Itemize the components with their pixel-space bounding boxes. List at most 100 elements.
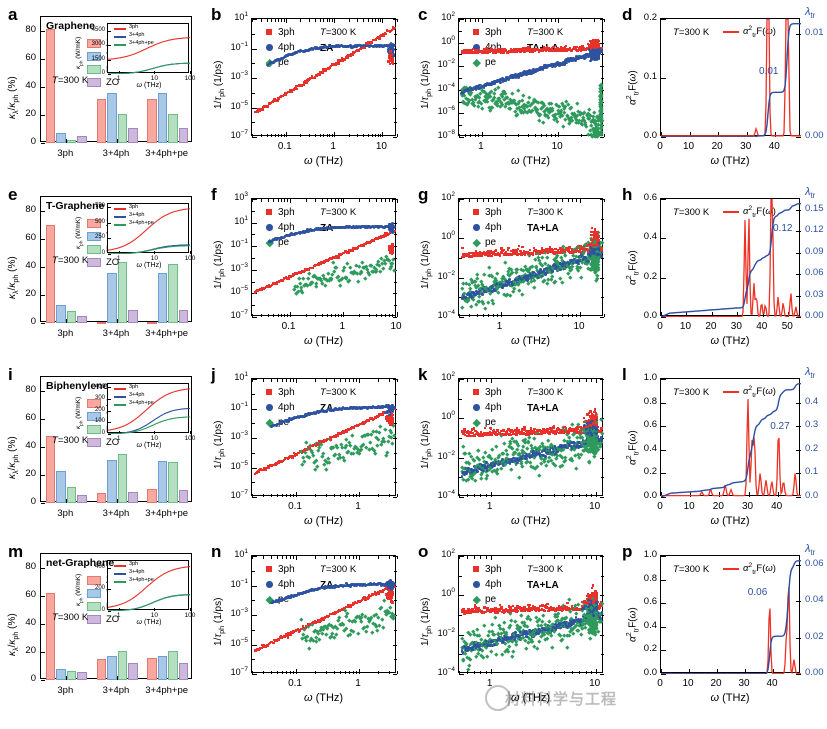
- tick: [306, 314, 307, 317]
- tick: [572, 379, 573, 382]
- a2f-y2tick: 0.00: [805, 310, 824, 321]
- data-point: [596, 243, 599, 247]
- bar-TA-3+4ph+pe: [157, 92, 168, 143]
- bar-LA-3+4ph: [117, 262, 127, 323]
- tick: [378, 134, 379, 137]
- tick: [335, 314, 336, 317]
- tick: [41, 391, 45, 392]
- tick: [300, 19, 301, 22]
- scatter-ytick: 10−5: [230, 99, 248, 111]
- tick: [572, 494, 573, 497]
- data-point: [377, 430, 382, 434]
- data-point: [393, 26, 396, 30]
- bar-ZA-3+4ph+pe: [147, 321, 157, 324]
- bar-ZO-3ph: [77, 136, 87, 143]
- tick: [41, 87, 45, 88]
- tick: [459, 42, 462, 44]
- tick: [459, 137, 462, 138]
- tick: [459, 218, 462, 220]
- tick: [252, 258, 255, 259]
- data-point: [383, 261, 388, 266]
- scatter-ylabel-c: 1/τph (1/ps): [420, 60, 433, 109]
- tick: [535, 19, 536, 22]
- data-point: [390, 441, 395, 446]
- data-point: [311, 47, 315, 51]
- tick: [329, 134, 330, 137]
- data-point: [334, 265, 339, 269]
- inset-legend-swatch-3+4ph+pe: [114, 224, 126, 226]
- tick: [556, 199, 557, 202]
- data-point: [338, 282, 343, 287]
- bar-TA-3+4ph: [107, 92, 117, 143]
- tick: [252, 452, 255, 454]
- a2f-xtick: 40: [756, 321, 768, 332]
- tick: [252, 423, 255, 425]
- tick: [281, 199, 282, 202]
- tick: [267, 134, 268, 137]
- tick: [263, 494, 264, 497]
- tick: [340, 379, 341, 382]
- data-point: [509, 467, 514, 471]
- tick: [541, 19, 542, 22]
- tick: [380, 134, 381, 137]
- bar-ZO-3+4ph+pe: [178, 127, 189, 143]
- tick: [369, 199, 370, 202]
- data-point: [383, 427, 388, 431]
- tick: [271, 134, 272, 137]
- tick: [394, 305, 397, 307]
- data-point: [477, 457, 482, 462]
- legend-marker-4ph: [266, 404, 273, 411]
- legend-label-3ph: 3ph: [278, 387, 295, 398]
- inset-legend-label-3+4ph: 3+4ph: [129, 32, 145, 38]
- inset-legend-swatch-3+4ph+pe: [114, 404, 126, 406]
- data-point: [521, 245, 524, 249]
- tick: [273, 314, 274, 317]
- scatter-ytick: 101: [234, 214, 248, 226]
- panel-label-a: a: [8, 5, 18, 24]
- scatter-ytick: 10−3: [230, 70, 248, 81]
- tick: [459, 258, 462, 259]
- tick: [518, 19, 519, 22]
- a2f-y2tick: 0.01: [805, 27, 824, 39]
- tick: [381, 314, 382, 317]
- data-point: [266, 63, 270, 67]
- a2f-ylabel-h: α2trF(ω): [624, 250, 641, 285]
- a2f-y2label-d: λtr: [805, 6, 816, 21]
- tick: [459, 125, 462, 127]
- data-point: [273, 97, 276, 101]
- tick: [322, 199, 323, 202]
- data-point: [332, 269, 337, 273]
- tick: [261, 19, 262, 22]
- data-point: [389, 225, 393, 229]
- tick: [327, 134, 328, 137]
- bar-ytick: 20: [25, 108, 36, 119]
- data-point: [597, 239, 600, 243]
- tick: [267, 19, 268, 22]
- scatter-xlabel-c: ω (THz): [510, 155, 551, 167]
- tick: [286, 19, 287, 23]
- tick: [459, 277, 462, 279]
- data-point: [476, 104, 480, 108]
- tick: [332, 19, 333, 22]
- scatter-xtick: 1: [496, 321, 503, 332]
- tick: [327, 199, 328, 202]
- scatter-xtick: 10: [375, 141, 387, 152]
- tick: [465, 19, 466, 22]
- data-point: [328, 66, 332, 69]
- tick: [459, 113, 462, 115]
- scatter-ylabel-g: 1/τph (1/ps): [420, 240, 433, 289]
- tick: [580, 199, 581, 203]
- data-point: [266, 105, 270, 108]
- bar-xtick: 3+4ph+pe: [145, 148, 189, 159]
- tick: [601, 258, 604, 259]
- scatter-xtick: 1: [355, 501, 361, 512]
- tick: [41, 295, 45, 296]
- tick: [483, 314, 484, 317]
- tick: [478, 134, 479, 137]
- data-point: [389, 50, 392, 53]
- data-point: [304, 440, 309, 444]
- data-point: [393, 43, 396, 47]
- data-point: [499, 466, 504, 471]
- tick: [323, 134, 324, 137]
- inset-tick: [190, 251, 191, 254]
